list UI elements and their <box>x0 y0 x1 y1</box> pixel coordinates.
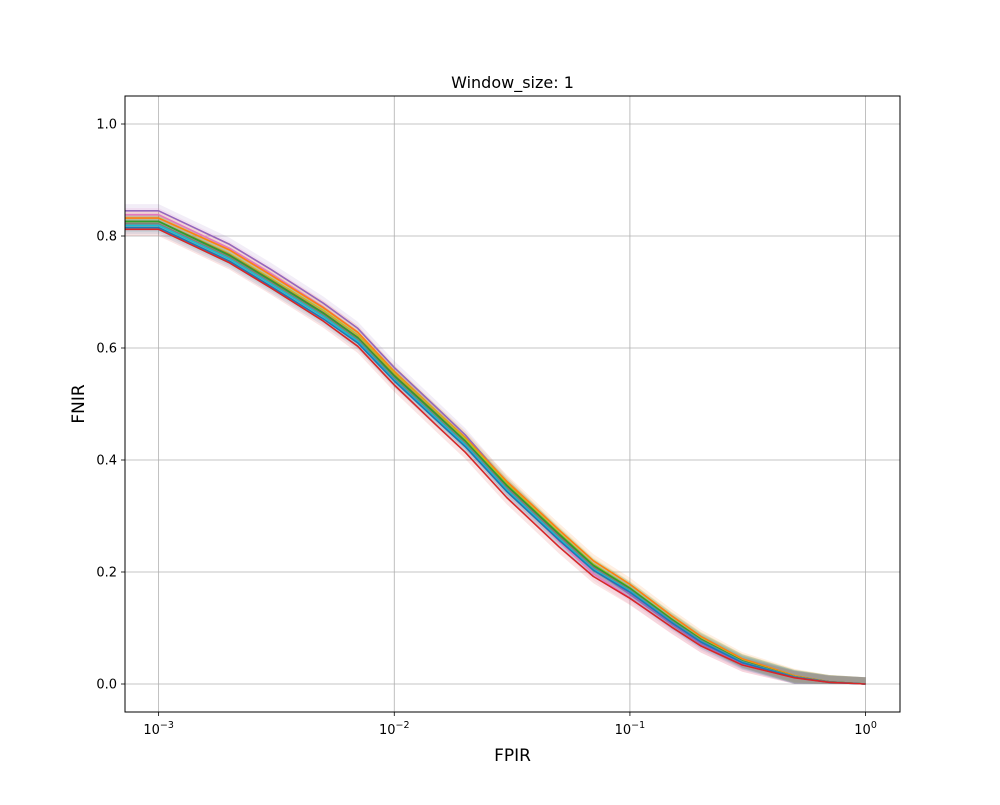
y-tick-label: 0.2 <box>96 566 117 581</box>
x-tick-exponent: 0 <box>871 720 877 731</box>
y-tick-label: 0.6 <box>96 342 117 357</box>
y-tick-label: 0.8 <box>96 230 117 245</box>
grid <box>125 96 900 712</box>
x-tick-label: 10−1 <box>615 720 646 738</box>
x-axis-label: FPIR <box>494 746 531 766</box>
x-tick-label: 100 <box>854 720 877 738</box>
x-tick-base: 10 <box>143 723 160 738</box>
x-tick-base: 10 <box>379 723 396 738</box>
series-line <box>125 217 866 685</box>
y-tick-label: 0.4 <box>96 454 117 469</box>
y-tick-label: 0.0 <box>96 678 117 693</box>
x-tick-base: 10 <box>854 723 871 738</box>
y-axis-label: FNIR <box>69 384 89 424</box>
x-tick-label: 10−3 <box>143 720 174 738</box>
x-tick-exponent: −2 <box>396 720 410 731</box>
x-tick-label: 10−2 <box>379 720 410 738</box>
x-tick-base: 10 <box>615 723 632 738</box>
x-tick-exponent: −1 <box>631 720 645 731</box>
series-line <box>125 228 866 685</box>
series-line <box>125 226 866 685</box>
plot-frame <box>124 95 901 713</box>
chart-title: Window_size: 1 <box>451 73 574 93</box>
series-lines <box>125 210 866 685</box>
x-tick-exponent: −3 <box>160 720 174 731</box>
y-tick-label: 1.0 <box>96 118 117 133</box>
